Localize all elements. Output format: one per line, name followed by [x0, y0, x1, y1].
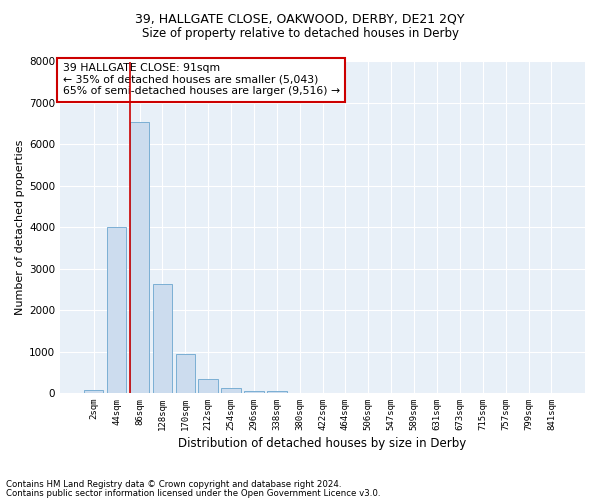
Y-axis label: Number of detached properties: Number of detached properties [15, 140, 25, 315]
Bar [152, 284, 172, 393]
Bar [176, 354, 195, 393]
X-axis label: Distribution of detached houses by size in Derby: Distribution of detached houses by size … [178, 437, 467, 450]
Text: 39 HALLGATE CLOSE: 91sqm
← 35% of detached houses are smaller (5,043)
65% of sem: 39 HALLGATE CLOSE: 91sqm ← 35% of detach… [63, 63, 340, 96]
Text: Contains public sector information licensed under the Open Government Licence v3: Contains public sector information licen… [6, 488, 380, 498]
Bar [267, 392, 287, 393]
Bar [221, 388, 241, 393]
Bar [84, 390, 103, 393]
Text: Size of property relative to detached houses in Derby: Size of property relative to detached ho… [142, 28, 458, 40]
Text: Contains HM Land Registry data © Crown copyright and database right 2024.: Contains HM Land Registry data © Crown c… [6, 480, 341, 489]
Bar [130, 122, 149, 393]
Text: 39, HALLGATE CLOSE, OAKWOOD, DERBY, DE21 2QY: 39, HALLGATE CLOSE, OAKWOOD, DERBY, DE21… [135, 12, 465, 26]
Bar [244, 390, 263, 393]
Bar [199, 380, 218, 393]
Bar [107, 227, 127, 393]
